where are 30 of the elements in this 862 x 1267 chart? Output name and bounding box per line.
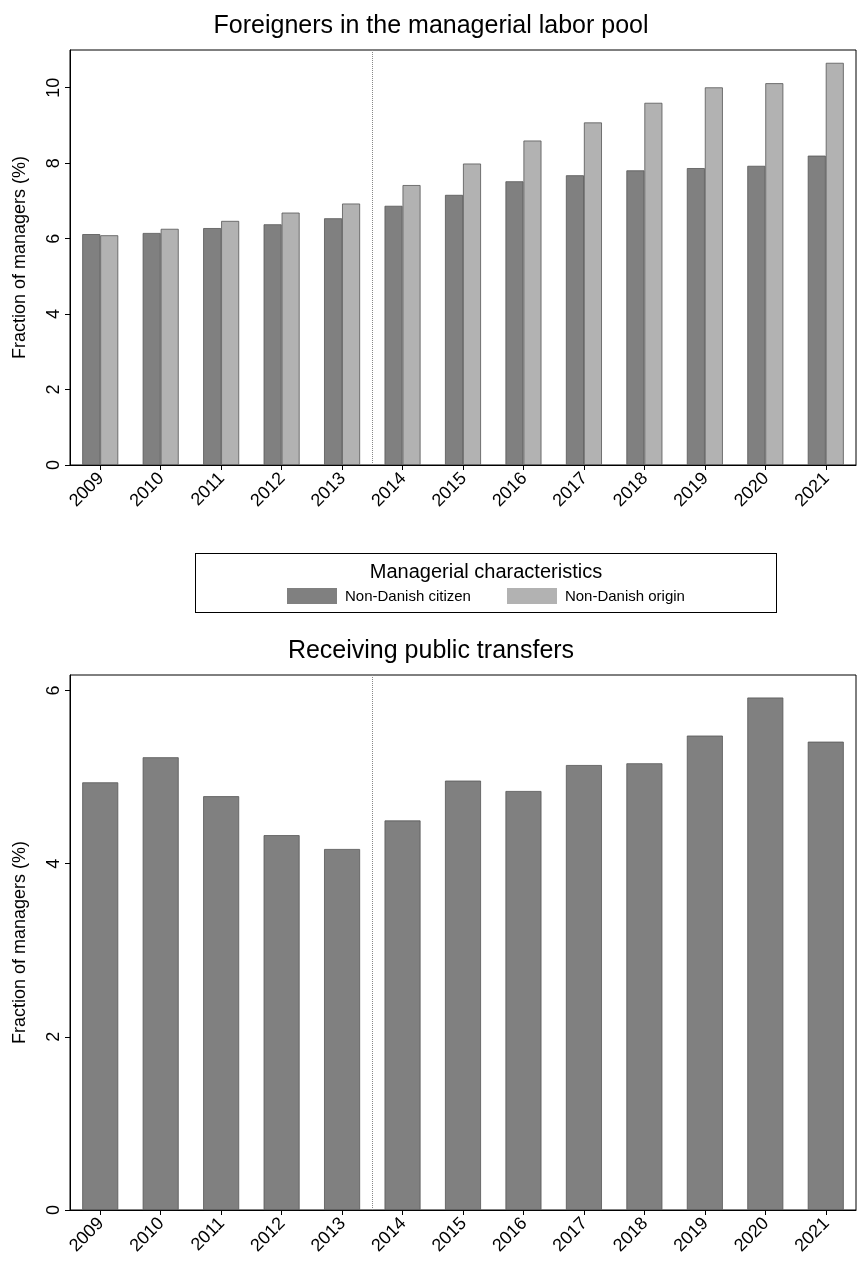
y-axis-title: Fraction of managers (%) bbox=[9, 155, 29, 360]
y-tick-label: 2 bbox=[43, 384, 63, 395]
y-tick-label: 4 bbox=[43, 858, 63, 869]
bar bbox=[747, 697, 784, 1210]
bar bbox=[505, 791, 542, 1210]
y-axis-title: Fraction of managers (%) bbox=[9, 840, 29, 1045]
y-tick-label: 4 bbox=[43, 309, 63, 320]
y-tick-label: 6 bbox=[43, 685, 63, 696]
y-tick-label: 8 bbox=[43, 158, 63, 169]
y-tick-label: 0 bbox=[43, 459, 63, 471]
bar bbox=[565, 765, 602, 1210]
legend-label: Non-Danish origin bbox=[564, 587, 685, 604]
y-tick-label: 10 bbox=[43, 77, 63, 98]
bar bbox=[686, 735, 723, 1210]
legend-title: Managerial characteristics bbox=[368, 560, 604, 583]
y-tick-label: 2 bbox=[43, 1031, 63, 1042]
bar bbox=[82, 782, 119, 1210]
bar bbox=[142, 757, 179, 1210]
bar bbox=[445, 780, 481, 1210]
bar bbox=[324, 849, 361, 1210]
bar bbox=[384, 820, 421, 1210]
bar bbox=[626, 763, 663, 1210]
bar bbox=[807, 741, 844, 1210]
bar bbox=[263, 835, 300, 1210]
bar bbox=[203, 796, 240, 1210]
legend-label: Non-Danish citizen bbox=[345, 587, 471, 604]
chart-title: Foreigners in the managerial labor pool bbox=[213, 9, 649, 38]
y-tick-label: 0 bbox=[43, 1204, 63, 1216]
y-tick-label: 6 bbox=[43, 233, 63, 244]
chart-title: Receiving public transfers bbox=[287, 634, 575, 663]
